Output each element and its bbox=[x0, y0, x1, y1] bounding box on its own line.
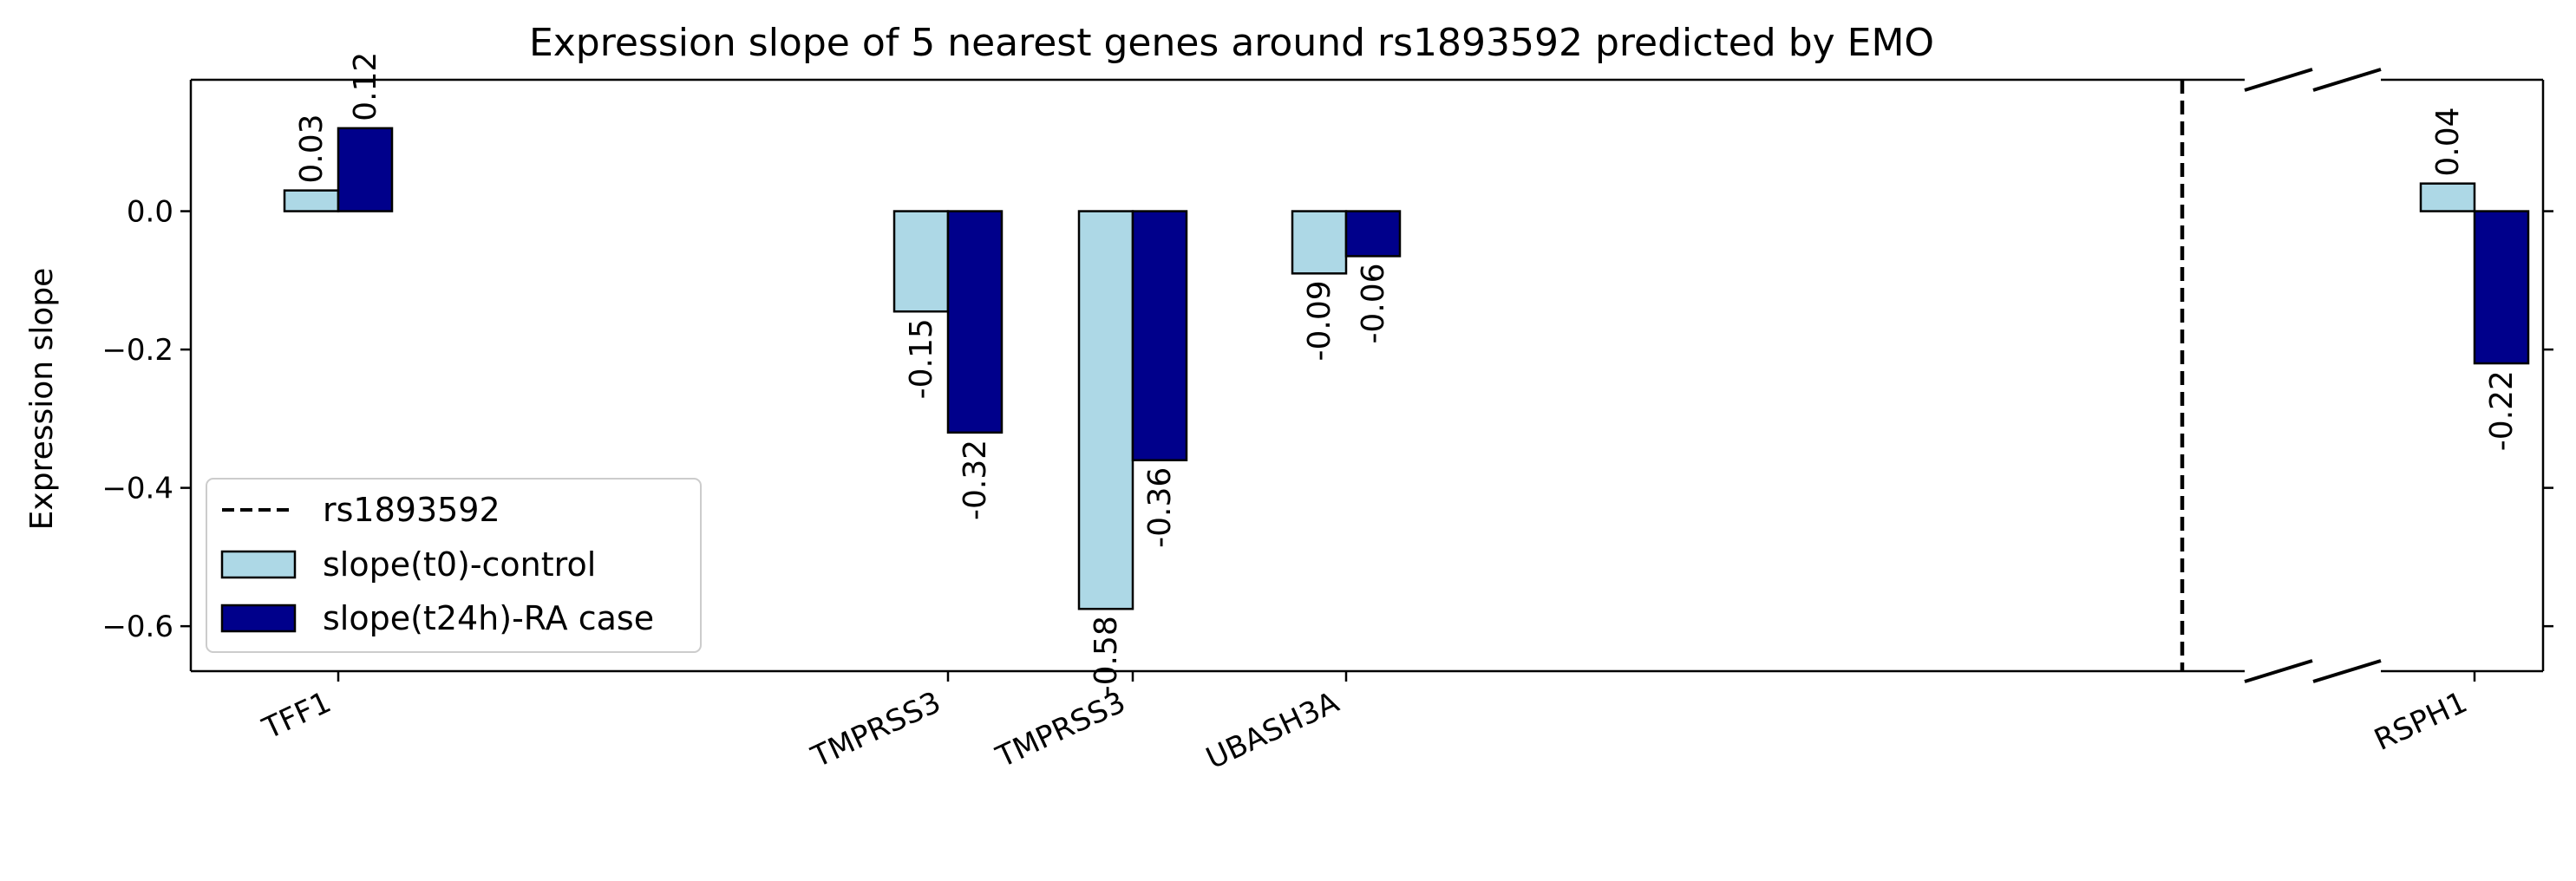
bar-slope-t24h-ra-case-3 bbox=[1344, 210, 1402, 258]
axis-break-mark-left-0 bbox=[2244, 68, 2313, 92]
bar-slope-t24h-ra-case-0 bbox=[337, 127, 394, 212]
x-tick-label-4: RSPH1 bbox=[2370, 685, 2473, 758]
bar-slope-t24h-ra-case-4 bbox=[2473, 210, 2530, 365]
y-tick-label-0: 0.0 bbox=[127, 195, 173, 230]
bar-slope-t0-control-4 bbox=[2419, 182, 2476, 212]
axis-break-mark-right-0 bbox=[2312, 68, 2382, 92]
legend: rs1893592 slope(t0)-control slope(t24h)-… bbox=[206, 478, 702, 653]
bar-slope-t0-control-1 bbox=[892, 210, 950, 313]
x-tick-label-0: TFF1 bbox=[257, 685, 337, 747]
bar-slope-t24h-ra-case-2 bbox=[1131, 210, 1188, 461]
legend-label-control: slope(t0)-control bbox=[323, 545, 596, 584]
legend-label-marker: rs1893592 bbox=[323, 491, 500, 529]
data-label-0-2: -0.58 bbox=[1089, 616, 1124, 696]
data-label-0-1: -0.15 bbox=[904, 318, 939, 399]
axis-break-mark-left-1 bbox=[2244, 659, 2313, 683]
bar-slope-t0-control-3 bbox=[1291, 210, 1348, 275]
data-label-1-0: 0.12 bbox=[348, 52, 383, 121]
data-label-1-2: -0.36 bbox=[1142, 467, 1178, 548]
x-tick-label-1: TMPRSS3 bbox=[806, 685, 946, 775]
chart-title: Expression slope of 5 nearest genes arou… bbox=[529, 21, 1934, 65]
legend-label-ra-case: slope(t24h)-RA case bbox=[323, 599, 654, 637]
data-label-1-4: -0.22 bbox=[2484, 370, 2520, 451]
legend-swatch-ra-case bbox=[220, 604, 297, 633]
y-tick-label-3: −0.6 bbox=[101, 610, 173, 644]
legend-swatch-control bbox=[220, 550, 297, 579]
plot-area: 0.03 -0.15 -0.58 -0.09 0.04 0.12 -0.32 -0.36 -0.… bbox=[101, 52, 2553, 776]
bar-slope-t0-control-2 bbox=[1077, 210, 1134, 610]
y-axis-label: Expression slope bbox=[24, 268, 60, 531]
y-tick-label-1: −0.2 bbox=[101, 333, 173, 368]
data-label-0-3: -0.09 bbox=[1302, 280, 1337, 361]
x-tick-label-3: UBASH3A bbox=[1201, 685, 1344, 776]
bar-slope-t0-control-0 bbox=[283, 189, 340, 212]
bar-slope-t24h-ra-case-1 bbox=[946, 210, 1004, 434]
y-tick-label-2: −0.4 bbox=[101, 472, 173, 506]
x-tick-label-2: TMPRSS3 bbox=[991, 685, 1131, 775]
data-label-1-3: -0.06 bbox=[1356, 263, 1391, 343]
legend-frame bbox=[206, 478, 702, 653]
data-label-1-1: -0.32 bbox=[958, 440, 993, 520]
data-label-0-0: 0.03 bbox=[294, 114, 330, 183]
data-label-0-4: 0.04 bbox=[2430, 107, 2466, 176]
axis-break-mark-right-1 bbox=[2312, 659, 2382, 683]
